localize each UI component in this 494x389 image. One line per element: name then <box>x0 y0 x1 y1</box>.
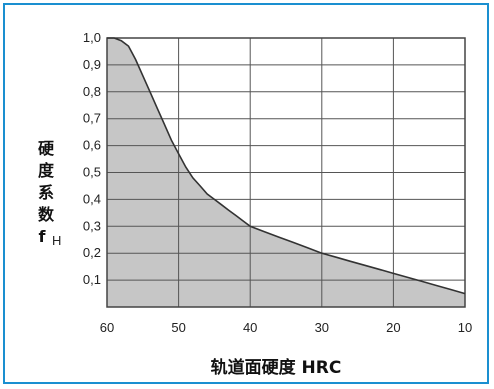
y-tick-label: 0,6 <box>83 138 101 153</box>
x-tick-label: 30 <box>315 320 329 335</box>
y-axis-label-subscript: H <box>52 233 61 248</box>
y-tick-label: 0,7 <box>83 111 101 126</box>
y-tick-label: 0,1 <box>83 272 101 287</box>
y-axis-label-char: 硬 <box>38 139 55 158</box>
y-tick-label: 0,9 <box>83 57 101 72</box>
x-tick-label: 60 <box>100 320 114 335</box>
y-tick-label: 0,8 <box>83 84 101 99</box>
y-axis-label-char: 系 <box>38 183 54 202</box>
x-tick-label: 20 <box>386 320 400 335</box>
y-tick-label: 0,3 <box>83 218 101 233</box>
area-fill <box>107 38 465 307</box>
y-axis-label-symbol: f <box>39 227 47 246</box>
y-tick-label: 1,0 <box>83 30 101 45</box>
x-tick-label: 50 <box>171 320 185 335</box>
series-line <box>107 37 466 295</box>
x-tick-label: 10 <box>458 320 472 335</box>
curve-layer <box>107 37 466 295</box>
x-tick-label: 40 <box>243 320 257 335</box>
y-tick-label: 0,2 <box>83 245 101 260</box>
y-tick-label: 0,5 <box>83 165 101 180</box>
y-tick-label: 0,4 <box>83 191 101 206</box>
plot-border <box>106 37 466 308</box>
y-axis-label-char: 数 <box>38 205 55 224</box>
x-axis-label: 轨道面硬度 HRC <box>211 357 342 378</box>
tick-label-layer: 1,0 0,9 0,8 0,7 0,6 0,5 0,4 0,3 0,2 0,1 60 50 40 30 20… <box>83 30 472 335</box>
y-axis-label-char: 度 <box>38 161 55 180</box>
grid-layer <box>106 37 466 308</box>
